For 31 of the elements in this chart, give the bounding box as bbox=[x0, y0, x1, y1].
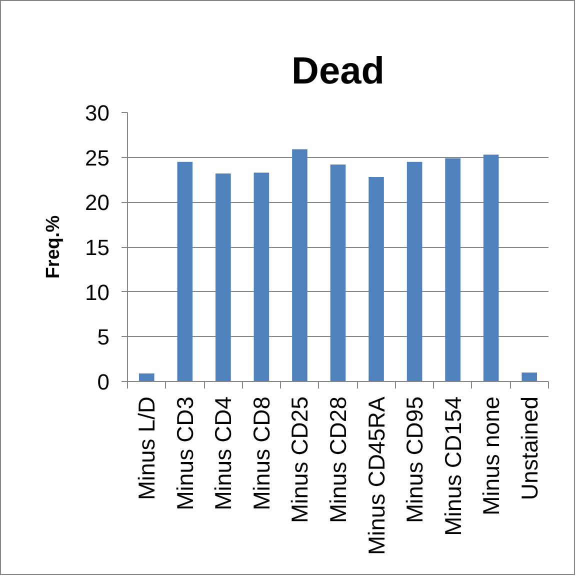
bar bbox=[406, 162, 422, 382]
x-tick-label: Minus CD8 bbox=[248, 396, 274, 510]
y-tick-label: 30 bbox=[85, 100, 110, 126]
bar bbox=[216, 173, 231, 382]
y-tick-label: 15 bbox=[85, 235, 110, 260]
chart-title: Dead bbox=[292, 50, 384, 92]
x-tick-label: Minus CD154 bbox=[440, 396, 466, 536]
bar bbox=[445, 158, 460, 382]
y-tick-label: 25 bbox=[85, 145, 110, 170]
x-tick-label: Unstained bbox=[516, 396, 542, 500]
x-tick-label: Minus CD95 bbox=[402, 396, 428, 524]
x-tick-label: Minus CD28 bbox=[325, 396, 351, 524]
y-axis-title: Freq.% bbox=[43, 215, 64, 279]
bar bbox=[522, 372, 538, 382]
x-tick-label: Minus L/D bbox=[134, 396, 160, 500]
bar bbox=[368, 177, 384, 382]
x-tick-label: Minus CD3 bbox=[172, 396, 198, 510]
bar bbox=[138, 373, 154, 382]
x-tick-label: Minus CD25 bbox=[286, 396, 313, 524]
bar bbox=[292, 149, 308, 382]
bar bbox=[177, 162, 193, 382]
bar bbox=[254, 172, 270, 382]
y-tick-label: 20 bbox=[85, 190, 110, 216]
x-tick-label: Minus none bbox=[478, 396, 504, 516]
x-tick-label: Minus CD4 bbox=[210, 396, 236, 510]
x-tick-label: Minus CD45RA bbox=[363, 396, 390, 555]
y-tick-label: 5 bbox=[97, 324, 110, 350]
bar bbox=[330, 164, 346, 382]
y-tick-label: 0 bbox=[97, 370, 110, 394]
y-tick-label: 10 bbox=[85, 280, 110, 305]
bar bbox=[483, 154, 499, 382]
